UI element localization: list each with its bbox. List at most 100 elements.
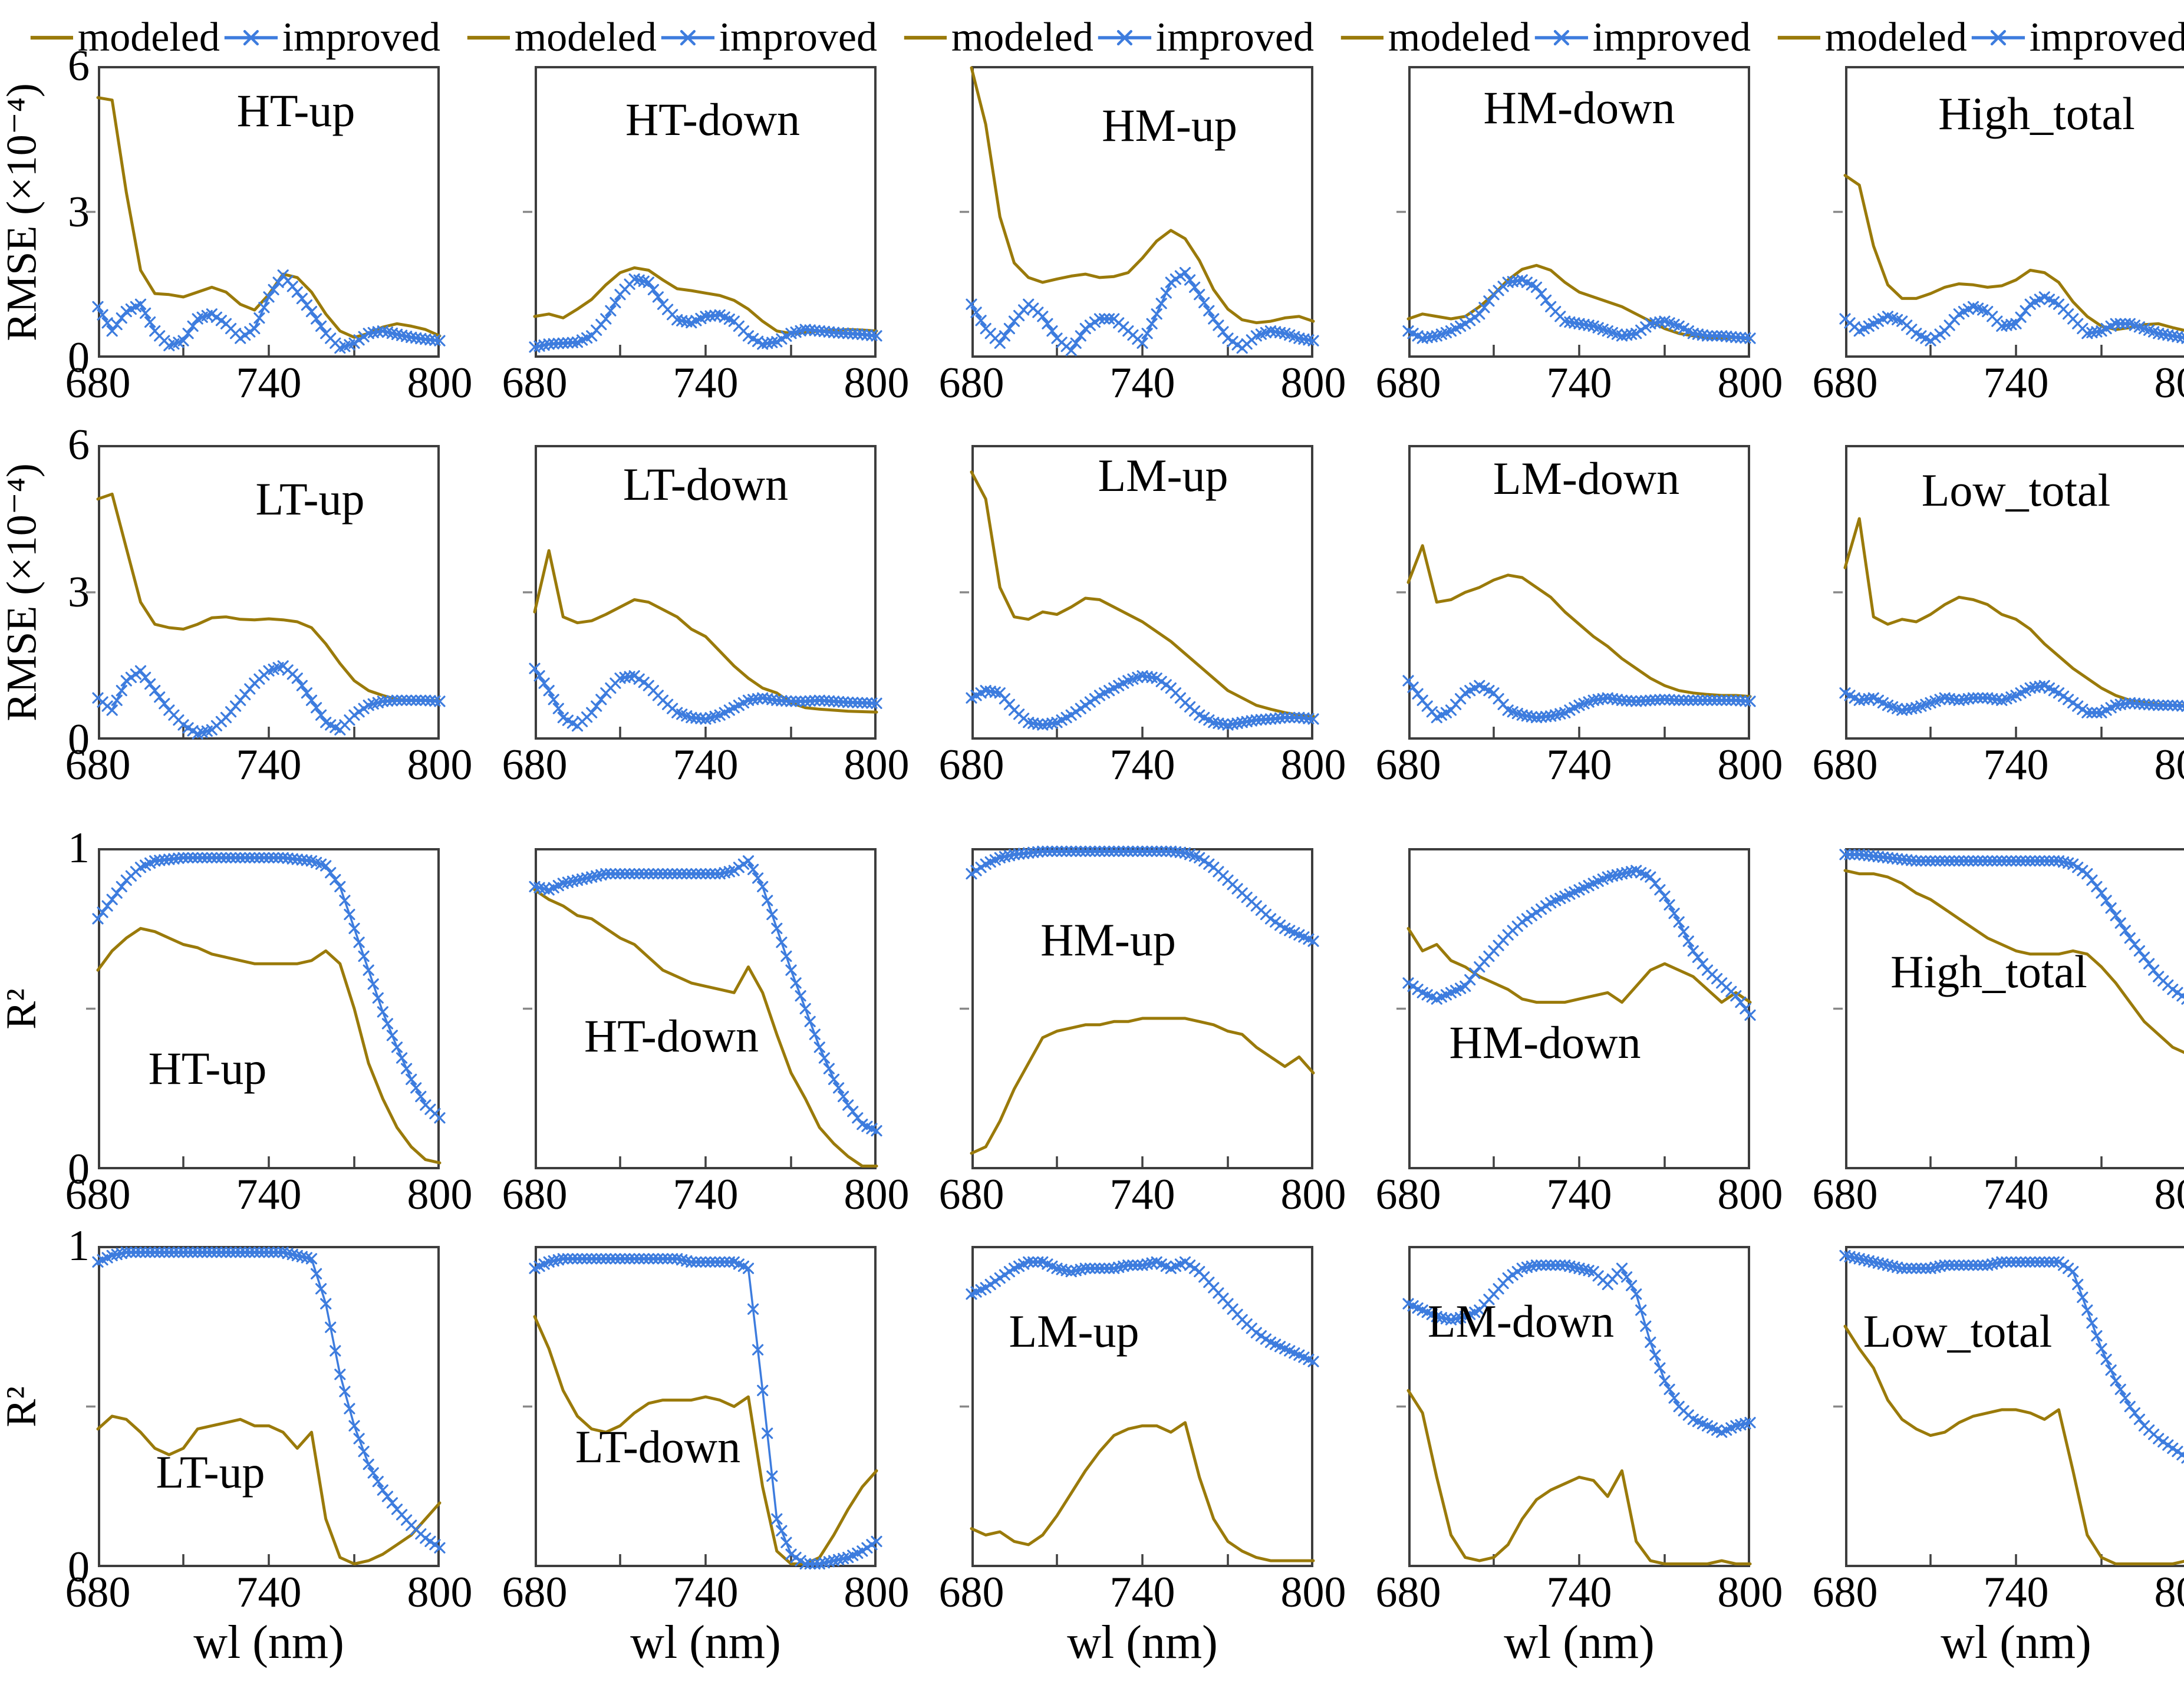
- x-axis-ticks: 680 740 800: [502, 1169, 910, 1219]
- x-tick-label: 800: [1717, 359, 1783, 407]
- x-tick-label: 800: [2154, 741, 2184, 789]
- improved-x-markers: [92, 269, 446, 354]
- plot-border: [971, 445, 1313, 740]
- plot-border: [1845, 445, 2184, 740]
- chart-canvas: LT-down: [523, 1246, 882, 1570]
- legend-label-improved: improved: [1592, 15, 1751, 60]
- panel-cell-lt-down-rmse: LT-down 680 740 800: [440, 445, 910, 789]
- chart-canvas: Low_total: [1833, 1246, 2184, 1567]
- modeled-series-line: [533, 549, 878, 714]
- x-axis-ticks: 680 740 800: [1813, 1169, 2184, 1219]
- y-axis-label: R²: [0, 1386, 45, 1427]
- improved-x-markers: [966, 1256, 1319, 1367]
- chart-canvas: Low_total: [1833, 445, 2184, 740]
- panel-cell-hm-down-r2: HM-down 680 740 800: [1314, 848, 1783, 1219]
- panel-cell-low-total-rmse: Low_total 680 740 800: [1751, 445, 2184, 789]
- legend-label-improved: improved: [282, 15, 440, 60]
- x-axis-ticks: 680 740 800: [65, 358, 473, 407]
- y-axis-gutter: [877, 1246, 971, 1567]
- chart-legend: modeled improved: [1777, 9, 2184, 66]
- chart-legend: modeled improved: [466, 9, 877, 66]
- panel-title: HM-up: [1102, 100, 1237, 151]
- improved-x-markers: [1402, 274, 1756, 344]
- x-axis-title: wl (nm): [1067, 1617, 1218, 1668]
- y-axis-gutter: [877, 848, 971, 1169]
- x-axis-ticks: 680 740 800: [1813, 1567, 2184, 1617]
- panel-cell-ht-down-r2: HT-down 680 740 800: [440, 848, 910, 1219]
- chart-canvas: LT-up: [86, 1246, 446, 1567]
- plot-area: LM-up: [960, 445, 1319, 740]
- x-tick-label: 680: [1375, 1568, 1441, 1617]
- modeled-series-line: [1406, 544, 1752, 698]
- chart-canvas: LT-down: [523, 445, 882, 740]
- panel-title: LT-up: [156, 1446, 265, 1498]
- panel-cell-low-total-r2: Low_total 680 740 800 wl (nm): [1751, 1246, 2184, 1668]
- improved-x-markers: [529, 273, 882, 353]
- x-tick-label: 680: [1375, 359, 1441, 407]
- x-axis-ticks: 680 740 800: [1813, 740, 2184, 789]
- x-tick-label: 680: [502, 741, 568, 789]
- x-tick-label: 740: [1546, 1170, 1612, 1219]
- x-tick-label: 740: [673, 1568, 739, 1617]
- x-axis-ticks: 680 740 800: [939, 358, 1346, 407]
- x-tick-label: 800: [407, 1568, 473, 1617]
- x-tick-label: 740: [236, 741, 302, 789]
- panel-cell-ht-up-r2: R² 1 0 HT-up 680 740 800: [0, 826, 473, 1219]
- y-tick-label: 1: [68, 824, 90, 872]
- modeled-series-line: [533, 888, 878, 1168]
- plot-border: [971, 848, 1313, 1169]
- improved-x-markers: [966, 267, 1319, 357]
- x-tick-label: 800: [1717, 1170, 1783, 1219]
- x-tick-label: 740: [1109, 1568, 1175, 1617]
- x-tick-label: 680: [1375, 1170, 1441, 1219]
- x-tick-label: 740: [1109, 1170, 1175, 1219]
- panel-cell-hm-up-r2: HM-up 680 740 800: [877, 845, 1346, 1219]
- x-tick-label: 680: [502, 359, 568, 407]
- x-axis-ticks: 680 740 800: [65, 740, 473, 789]
- panel-title: LT-down: [623, 459, 788, 510]
- x-marker-icon: [1553, 29, 1569, 46]
- improved-x-markers: [1839, 291, 2184, 347]
- improved-x-markers: [529, 1253, 882, 1570]
- x-tick-label: 680: [65, 741, 131, 789]
- plot-area: LM-down: [1396, 1246, 1756, 1567]
- x-tick-label: 740: [1109, 359, 1175, 407]
- modeled-series-line: [1843, 869, 2184, 1054]
- panel-cell-hm-up-rmse: modeled improved HM-up 680 740 800: [877, 9, 1346, 407]
- improved-line-x-swatch: [661, 29, 714, 46]
- panel-title: LT-down: [575, 1421, 740, 1472]
- x-axis-ticks: 680 740 800: [939, 1567, 1346, 1617]
- improved-series-line: [97, 1251, 440, 1549]
- panel-title: LT-up: [256, 473, 365, 525]
- x-tick-label: 680: [65, 1170, 131, 1219]
- panel-title: LM-down: [1493, 453, 1679, 504]
- x-tick-label: 680: [65, 359, 131, 407]
- legend-label-modeled: modeled: [1388, 15, 1530, 60]
- y-tick-label: 6: [68, 42, 90, 90]
- panel-cell-lm-down-r2: LM-down 680 740 800 wl (nm): [1314, 1246, 1783, 1668]
- improved-line-x-swatch: [1098, 29, 1151, 46]
- y-axis-gutter: [440, 66, 535, 358]
- y-axis-label: RMSE (×10⁻⁴): [0, 83, 45, 341]
- panel-cell-hm-down-rmse: modeled improved HM-down 680 740 800: [1314, 9, 1783, 407]
- x-tick-label: 740: [1546, 741, 1612, 789]
- y-axis-gutter: [440, 848, 535, 1169]
- chart-canvas: HM-down: [1396, 66, 1756, 358]
- panel-title: High_total: [1938, 88, 2135, 139]
- x-tick-label: 800: [844, 741, 910, 789]
- panel-title: HT-down: [584, 1010, 759, 1061]
- plot-area: HT-up: [86, 66, 446, 358]
- y-tick-label: 1: [68, 1222, 90, 1270]
- x-axis-ticks: 680 740 800: [65, 1567, 473, 1617]
- modeled-series-line: [970, 1421, 1315, 1562]
- modeled-line-swatch: [30, 35, 74, 40]
- plot-border: [535, 848, 877, 1169]
- panel-cell-lt-up-r2: R² 1 0 LT-up 680 740 800 wl (nm): [0, 1224, 473, 1668]
- plot-area: Low_total: [1833, 445, 2184, 740]
- plot-border: [971, 1246, 1313, 1567]
- modeled-series-line: [1406, 926, 1752, 1004]
- x-tick-label: 680: [1812, 1170, 1878, 1219]
- x-axis-ticks: 680 740 800: [939, 740, 1346, 789]
- panel-title: High_total: [1890, 946, 2087, 997]
- plot-area: HM-up: [960, 845, 1319, 1169]
